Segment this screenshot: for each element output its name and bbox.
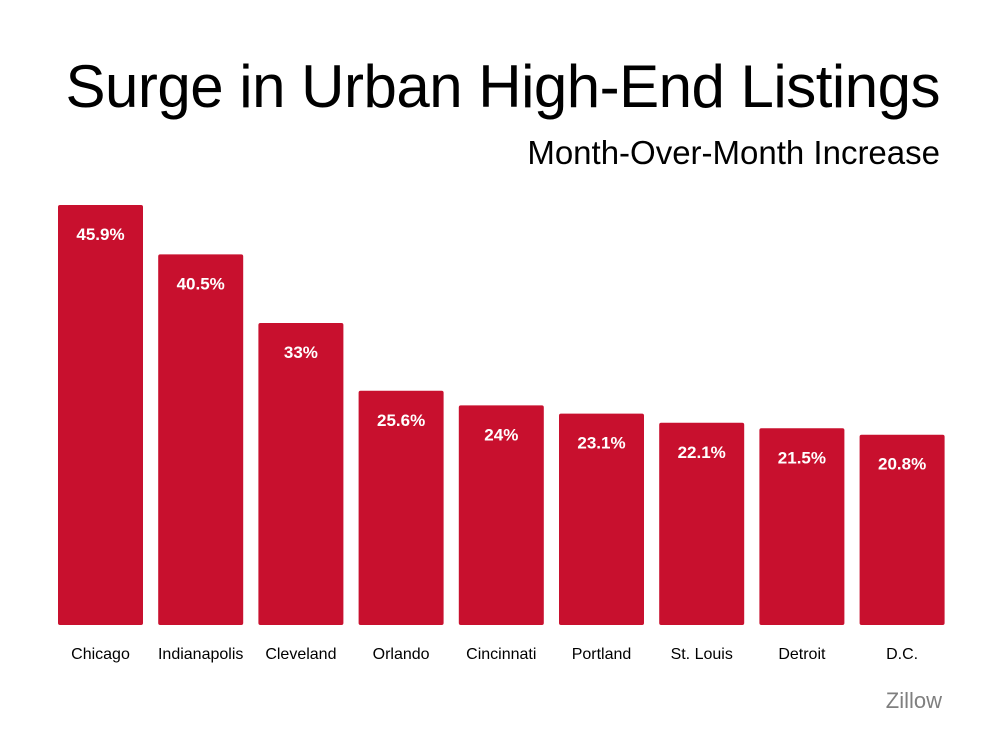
chart-subtitle: Month-Over-Month Increase: [527, 134, 940, 171]
bar-orlando: [358, 390, 444, 625]
category-label: D.C.: [886, 646, 918, 663]
category-label: Orlando: [373, 646, 430, 663]
bar-value-label: 20.8%: [878, 455, 926, 474]
bar-st-louis: [659, 422, 745, 625]
category-label: Chicago: [71, 646, 130, 663]
chart-title: Surge in Urban High-End Listings: [65, 53, 941, 120]
category-label: Indianapolis: [158, 646, 243, 663]
category-label: Portland: [572, 646, 632, 663]
category-label: Detroit: [778, 646, 826, 663]
category-label: Cleveland: [265, 646, 336, 663]
bar-indianapolis: [158, 254, 244, 625]
bar-d-c: [859, 434, 945, 625]
bar-portland: [559, 413, 644, 625]
bar-value-label: 33%: [284, 343, 318, 362]
category-label: Cincinnati: [466, 646, 536, 663]
source-label: Zillow: [885, 688, 942, 713]
bar-value-label: 25.6%: [377, 411, 425, 430]
bar-cincinnati: [458, 405, 544, 625]
bar-value-label: 22.1%: [678, 443, 726, 462]
bar-value-label: 24%: [484, 425, 518, 444]
category-label: St. Louis: [671, 646, 733, 663]
bar-value-label: 21.5%: [778, 448, 826, 467]
bar-detroit: [759, 428, 845, 625]
bar-value-label: 23.1%: [577, 434, 625, 453]
bar-value-label: 45.9%: [76, 225, 124, 244]
bar-value-label: 40.5%: [177, 274, 225, 293]
bar-chicago: [58, 205, 143, 625]
bar-cleveland: [258, 323, 344, 625]
